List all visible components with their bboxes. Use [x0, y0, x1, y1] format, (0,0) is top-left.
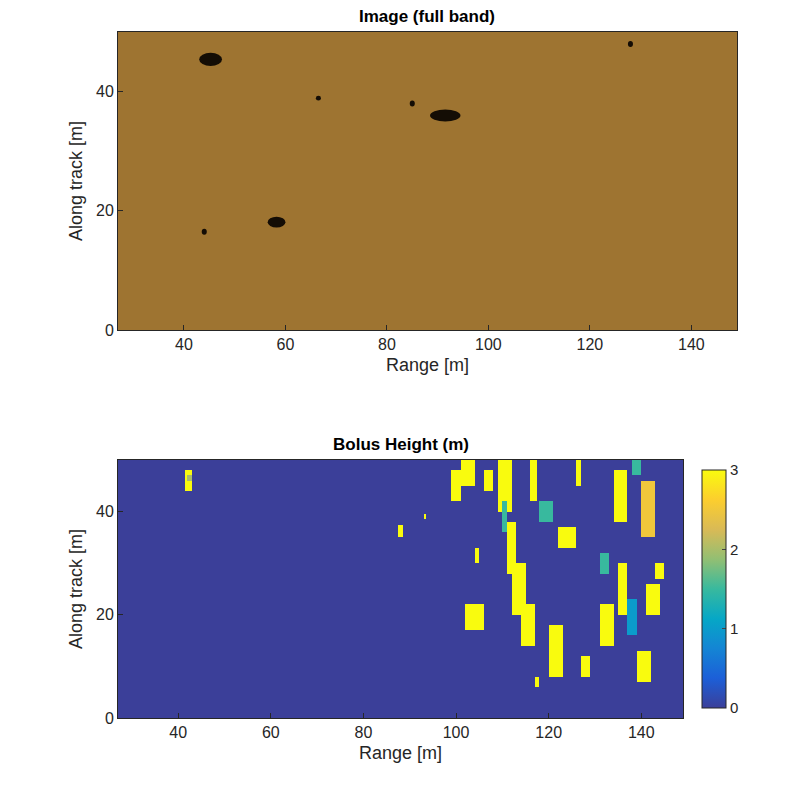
svg-text:Range [m]: Range [m]: [359, 743, 442, 763]
svg-text:1: 1: [730, 620, 738, 637]
svg-text:Along track [m]: Along track [m]: [66, 529, 86, 649]
svg-text:100: 100: [443, 724, 470, 741]
svg-text:3: 3: [730, 461, 738, 478]
svg-text:40: 40: [96, 503, 114, 520]
svg-text:20: 20: [96, 202, 114, 219]
svg-text:60: 60: [277, 336, 295, 353]
svg-text:Image (full band): Image (full band): [359, 7, 495, 26]
svg-text:40: 40: [96, 83, 114, 100]
svg-text:40: 40: [169, 724, 187, 741]
svg-text:0: 0: [105, 710, 114, 727]
svg-text:100: 100: [475, 336, 502, 353]
svg-text:60: 60: [262, 724, 280, 741]
svg-text:140: 140: [628, 724, 655, 741]
svg-text:0: 0: [105, 322, 114, 339]
svg-text:40: 40: [175, 336, 193, 353]
svg-text:0: 0: [730, 699, 738, 716]
svg-text:Range [m]: Range [m]: [386, 355, 469, 375]
svg-text:2: 2: [730, 541, 738, 558]
svg-text:80: 80: [355, 724, 373, 741]
svg-text:80: 80: [378, 336, 396, 353]
svg-text:120: 120: [535, 724, 562, 741]
svg-text:140: 140: [678, 336, 705, 353]
svg-text:120: 120: [577, 336, 604, 353]
svg-text:20: 20: [96, 606, 114, 623]
svg-text:Along track [m]: Along track [m]: [66, 121, 86, 241]
svg-text:Bolus Height (m): Bolus Height (m): [333, 435, 469, 454]
